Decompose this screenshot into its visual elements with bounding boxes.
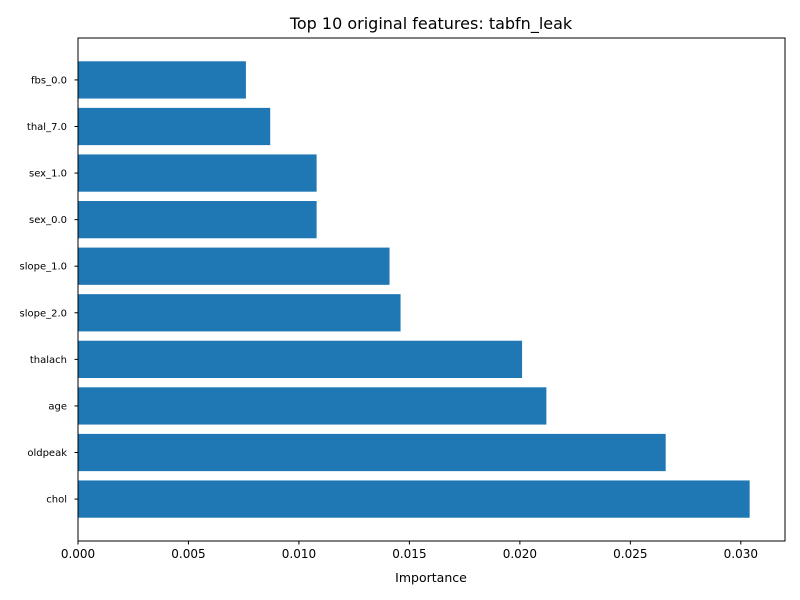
- y-tick-label: thal_7.0: [27, 122, 67, 133]
- y-tick-label: age: [48, 401, 67, 412]
- bar-slope_2.0: [78, 294, 401, 332]
- y-tick-label: fbs_0.0: [31, 75, 67, 86]
- x-tick-label: 0.000: [61, 547, 95, 561]
- y-tick-label: slope_1.0: [19, 262, 67, 273]
- x-axis-label: Importance: [395, 570, 467, 585]
- x-tick-label: 0.005: [171, 547, 205, 561]
- x-tick-label: 0.015: [392, 547, 426, 561]
- x-tick-label: 0.025: [613, 547, 647, 561]
- y-axis-ticks: chol oldpeak age thalach slope_2.0 slope_1.0 s…: [19, 75, 78, 506]
- bar-slope_1.0: [78, 247, 390, 285]
- y-tick-label: slope_2.0: [19, 308, 67, 319]
- plot-frame: [77, 37, 786, 542]
- bar-chol: [78, 480, 750, 518]
- bar-age: [78, 387, 547, 425]
- bar-fbs_0.0: [78, 61, 246, 99]
- y-tick-label: thalach: [30, 355, 67, 366]
- bar-thal_7.0: [78, 107, 271, 146]
- y-tick-label: oldpeak: [27, 448, 67, 459]
- bar-oldpeak: [78, 433, 666, 472]
- y-tick-label: sex_0.0: [29, 215, 67, 226]
- x-tick-label: 0.020: [503, 547, 537, 561]
- bar-thalach: [78, 340, 523, 378]
- x-tick-label: 0.030: [724, 547, 758, 561]
- bar-sex_0.0: [78, 201, 317, 239]
- y-tick-label: sex_1.0: [29, 169, 67, 180]
- x-axis-ticks: 0.000 0.005 0.010 0.015 0.020 0.025 0.030: [61, 541, 758, 561]
- chart-title: Top 10 original features: tabfn_leak: [289, 14, 573, 34]
- y-tick-label: chol: [46, 495, 67, 506]
- bar-sex_1.0: [78, 154, 317, 192]
- bars-group: [78, 61, 750, 518]
- x-tick-label: 0.010: [282, 547, 316, 561]
